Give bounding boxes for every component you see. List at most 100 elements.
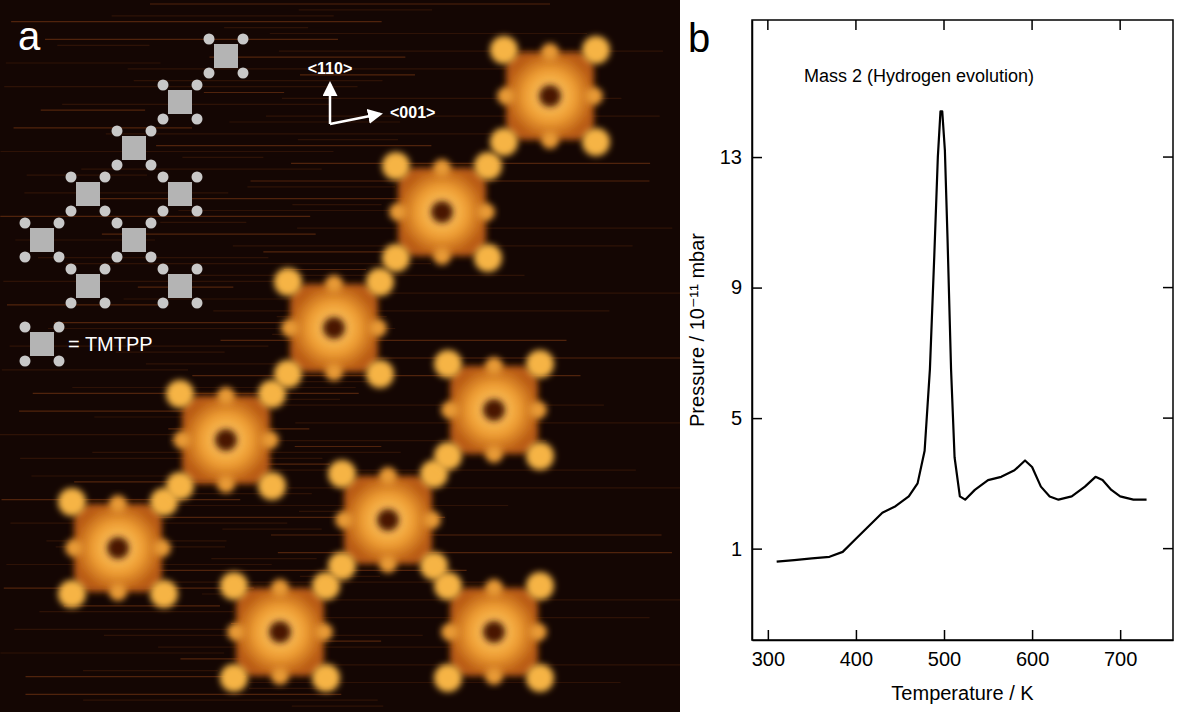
scan-streak <box>271 534 662 535</box>
scan-streak <box>83 700 378 701</box>
chart: 30040050060070015913Mass 2 (Hydrogen evo… <box>686 16 1174 704</box>
schematic-dot <box>66 172 77 183</box>
y-tick-mark-right <box>1163 548 1173 550</box>
molecule-edge <box>153 539 171 557</box>
molecule-edge <box>497 87 515 105</box>
scan-streak <box>292 204 381 205</box>
molecules <box>58 36 610 692</box>
schematic-dot <box>54 356 65 367</box>
molecule-edge <box>529 401 547 419</box>
molecule-edge <box>441 623 459 641</box>
scan-streak <box>204 92 284 93</box>
y-axis-line <box>752 21 754 641</box>
key-text: = TMTPP <box>68 333 153 355</box>
schematic-dot <box>158 114 169 125</box>
x-tick-mark <box>1032 630 1034 640</box>
molecule-edge <box>227 623 245 641</box>
molecule-lobe <box>166 380 194 408</box>
molecule-edge <box>325 275 343 293</box>
molecule-edge <box>271 667 289 685</box>
x-tick-mark-top <box>855 20 857 30</box>
schematic-dot <box>100 264 111 275</box>
schematic-square <box>30 228 54 252</box>
y-tick-label: 13 <box>720 146 742 168</box>
direction-label: <001> <box>390 104 435 121</box>
scan-streak <box>45 39 338 40</box>
molecule-lobe <box>220 664 248 692</box>
molecule-edge <box>389 203 407 221</box>
molecule-lobe <box>58 580 86 608</box>
molecule-edge <box>261 431 279 449</box>
scan-streak <box>190 493 312 494</box>
molecule-lobe <box>526 572 554 600</box>
x-tick: 700 <box>1104 630 1137 670</box>
scan-streak <box>27 175 147 176</box>
scan-streak <box>25 694 341 695</box>
molecule <box>220 572 340 692</box>
x-tick-mark <box>768 630 770 640</box>
scan-streak <box>160 222 246 223</box>
schematic-dot <box>20 252 31 263</box>
schematic-dot <box>158 172 169 183</box>
scan-streak <box>66 263 432 264</box>
schematic-square <box>122 228 146 252</box>
schematic-molecule <box>112 218 157 263</box>
schematic-dot <box>146 160 157 171</box>
scan-streak <box>33 393 359 394</box>
molecule-lobe <box>220 572 248 600</box>
y-tick-label: 1 <box>731 538 742 560</box>
molecule-lobe <box>382 244 410 272</box>
molecule-edge <box>379 555 397 573</box>
schematic-dot <box>204 34 215 45</box>
x-axis: 300400500600700 <box>752 630 1174 670</box>
scan-streak <box>11 21 382 22</box>
schematic-dot <box>192 298 203 309</box>
direction-label: <110> <box>308 60 353 77</box>
schematic-dot <box>238 34 249 45</box>
molecule <box>58 488 178 608</box>
scan-streak <box>7 304 169 305</box>
schematic-molecule <box>20 218 65 263</box>
molecule-edge <box>485 667 503 685</box>
schematic-molecule <box>112 126 157 171</box>
molecule-lobe <box>258 472 286 500</box>
schematic-dot <box>54 218 65 229</box>
molecule-lobe <box>490 36 518 64</box>
molecule-body <box>182 396 270 484</box>
scan-streak <box>72 387 355 388</box>
molecule-lobe <box>582 128 610 156</box>
molecule-edge <box>433 159 451 177</box>
molecule-center <box>483 399 505 421</box>
scan-streak <box>284 269 366 270</box>
scan-streak <box>41 110 145 111</box>
schematic-dot <box>66 206 77 217</box>
molecule-edge <box>485 357 503 375</box>
schematic-dot <box>100 298 111 309</box>
molecule-body <box>398 168 486 256</box>
scan-streak <box>124 298 312 299</box>
molecule-lobe <box>526 442 554 470</box>
x-axis-title: Temperature / K <box>891 682 1034 704</box>
scan-streak <box>6 62 161 63</box>
molecule-center <box>107 537 129 559</box>
x-tick: 300 <box>752 630 785 670</box>
scan-streak <box>292 705 383 706</box>
molecule-center <box>539 85 561 107</box>
x-tick-label: 600 <box>1016 648 1049 670</box>
molecule-lobe <box>274 268 302 296</box>
schematic-square <box>168 90 192 114</box>
schematic-dot <box>192 172 203 183</box>
scan-streak <box>239 405 603 406</box>
y-tick-mark-right <box>1163 417 1173 419</box>
molecule-body <box>74 504 162 592</box>
x-tick-label: 400 <box>840 648 873 670</box>
y-tick-label: 9 <box>731 276 742 298</box>
data-line <box>777 111 1147 561</box>
schematic-dot <box>158 206 169 217</box>
scan-streak <box>62 104 329 105</box>
molecule-edge <box>271 579 289 597</box>
schematic-dot <box>158 298 169 309</box>
molecule <box>434 350 554 470</box>
scan-streak <box>54 322 311 323</box>
schematic-dot <box>20 322 31 333</box>
